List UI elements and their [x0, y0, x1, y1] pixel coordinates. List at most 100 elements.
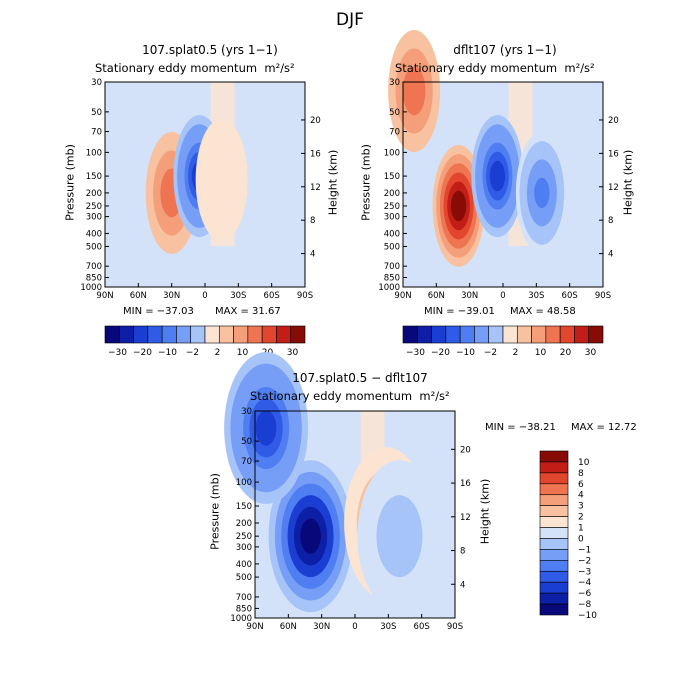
panel2-colorbar-label: −30	[406, 348, 425, 358]
panel3-ytick-label: 400	[236, 560, 252, 570]
panel2-colorbar-box	[431, 325, 447, 344]
panel2-ytick-label: 50	[389, 108, 400, 118]
panel1-colorbar-box	[133, 325, 149, 344]
panel3-max: MAX = 12.72	[571, 422, 637, 433]
panel3-title: 107.splat0.5 − dflt107	[292, 371, 428, 385]
panel3-y2tick-label: 8	[460, 547, 465, 557]
panel3-xtick-label: 90S	[447, 622, 463, 632]
panel1-colorbar-label: 10	[237, 348, 249, 358]
panel3-y2tick-label: 16	[460, 479, 471, 489]
panel2-ytick-label: 850	[384, 273, 400, 283]
panel3-colorbar-label: 1	[578, 524, 584, 534]
panel2-ytick-label: 250	[384, 202, 400, 212]
panel2-colorbar-box	[588, 325, 604, 344]
panel3-colorbar-box	[539, 516, 569, 528]
panel3-y2label: Height (km)	[478, 478, 492, 545]
panel3-colorbar-box	[539, 450, 569, 463]
panel1-colorbar-box	[233, 325, 249, 344]
panel2-feature-1-level-5	[489, 160, 506, 192]
panel1-colorbar-box	[276, 325, 292, 344]
panel2-colorbar-box	[574, 325, 590, 344]
panel2-colorbar-box	[459, 325, 475, 344]
panel3-colorbar-box	[539, 570, 569, 583]
panel2-ytick-label: 150	[384, 172, 400, 182]
panel3-xtick-label: 0	[352, 622, 357, 632]
panel3-ylabel: Pressure (mb)	[208, 473, 222, 550]
panel2-ytick-label: 700	[384, 262, 400, 272]
panel1-colorbar-label: −30	[108, 348, 127, 358]
panel1-colorbar-label: −10	[158, 348, 177, 358]
panel1-max: MAX = 31.67	[215, 306, 281, 317]
panel1-ytick-label: 500	[86, 242, 102, 252]
panel3-colorbar-box	[539, 560, 569, 572]
panel2-colorbar-box	[502, 325, 518, 344]
panel1-colorbar-box	[247, 325, 263, 344]
panel2-feature-2-level-5	[534, 177, 550, 209]
panel3-colorbar-label: −1	[578, 545, 591, 555]
panel1-colorbar-label: 2	[215, 348, 221, 358]
panel2-ytick-label: 400	[384, 229, 400, 239]
panel2-ytick-label: 70	[389, 128, 400, 138]
panel3-feature-0-level-5	[300, 518, 321, 554]
panel2-colorbar-box	[488, 325, 504, 344]
panel1-ytick-label: 400	[86, 229, 102, 239]
panel3-colorbar-box	[539, 483, 569, 496]
panel1-ytick-label: 200	[86, 189, 102, 199]
panel1-ytick-label: 250	[86, 202, 102, 212]
panel2-feature-0-level-5	[450, 190, 467, 222]
panel1-xtick-label: 30N	[163, 291, 180, 301]
panel1-min: MIN = −37.03	[123, 306, 194, 317]
panel2-colorbar-label: 10	[535, 348, 547, 358]
panel1-ytick-label: 30	[91, 78, 102, 88]
panel1-colorbar-box	[104, 325, 120, 344]
panel3-xtick-label: 90N	[246, 622, 263, 632]
panel1-y2tick-label: 8	[310, 216, 315, 226]
panel2-colorbar-label: −20	[431, 348, 450, 358]
panel2-colorbar-box	[402, 325, 418, 344]
panel1-ytick-label: 300	[86, 213, 102, 223]
panel2-y2tick-label: 16	[608, 149, 619, 159]
figure-title: DJF	[336, 10, 364, 30]
panel3-ytick-label: 150	[236, 502, 252, 512]
panel3-colorbar-label: 10	[578, 458, 590, 468]
panel3-feature-3-level-5	[389, 518, 410, 554]
panel1-xtick-label: 90S	[297, 291, 313, 301]
panel1-ylabel: Pressure (mb)	[63, 144, 77, 221]
panel3-colorbar-label: −6	[578, 589, 592, 599]
panel1-feature-2-level-5	[214, 164, 230, 196]
panel2-ylabel: Pressure (mb)	[359, 144, 373, 221]
panel2-xtick-label: 60N	[428, 291, 445, 301]
panel2-xtick-label: 90N	[394, 291, 411, 301]
panel3-min: MIN = −38.21	[485, 422, 556, 433]
panel1-colorbar-label: −2	[186, 348, 199, 358]
panel3-ytick-label: 850	[236, 604, 252, 614]
panel2-title: dflt107 (yrs 1−1)	[453, 43, 557, 57]
panel3-ytick-label: 100	[236, 478, 252, 488]
panel2-ytick-label: 100	[384, 148, 400, 158]
panel3-subtitle: Stationary eddy momentum m²/s²	[250, 389, 450, 403]
panel3-colorbar-box	[539, 592, 569, 605]
panel1-ytick-label: 700	[86, 262, 102, 272]
panel3-colorbar-box	[539, 603, 569, 616]
panel2-max: MAX = 48.58	[510, 306, 576, 317]
panel2-xtick-label: 0	[500, 291, 505, 301]
panel2-xtick-label: 30N	[461, 291, 478, 301]
panel2-xtick-label: 30S	[528, 291, 544, 301]
panel3-ytick-label: 300	[236, 543, 252, 553]
panel3-colorbar-box	[539, 494, 569, 506]
panel1-xtick-label: 30S	[230, 291, 246, 301]
panel3-ytick-label: 700	[236, 593, 252, 603]
panel3-xtick-label: 30S	[380, 622, 396, 632]
panel2-colorbar-label: 20	[560, 348, 572, 358]
panel2-ytick-label: 1000	[378, 283, 400, 293]
panel2-colorbar-label: 2	[513, 348, 519, 358]
panel1-colorbar-box	[118, 325, 134, 344]
panel1-colorbar-box	[261, 325, 277, 344]
panel2-xtick-label: 90S	[595, 291, 611, 301]
panel2-y2tick-label: 20	[608, 116, 619, 126]
panel1-colorbar-box	[290, 325, 306, 344]
panel1-y2tick-label: 20	[310, 116, 321, 126]
panel2-xtick-label: 60S	[562, 291, 578, 301]
